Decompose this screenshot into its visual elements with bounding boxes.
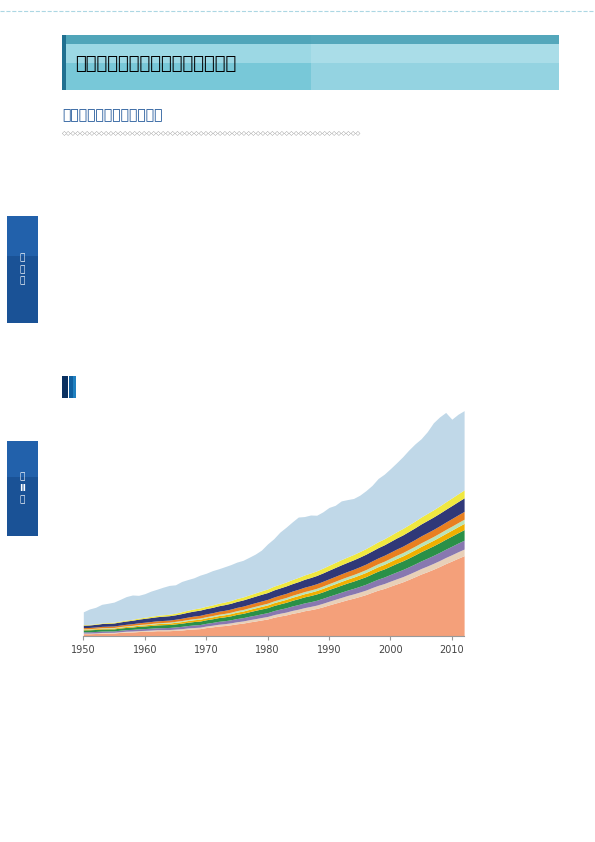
Text: ◇◇◇◇◇◇◇◇◇◇◇◇◇◇◇◇◇◇◇◇◇◇◇◇◇◇◇◇◇◇◇◇◇◇◇◇◇◇◇◇◇◇◇◇◇◇◇◇◇◇◇◇◇◇◇◇◇◇◇◇◇◇◇: ◇◇◇◇◇◇◇◇◇◇◇◇◇◇◇◇◇◇◇◇◇◇◇◇◇◇◇◇◇◇◇◇◇◇◇◇◇◇◇◇…: [62, 131, 362, 136]
Text: 第
Ⅱ
章: 第 Ⅱ 章: [19, 472, 26, 504]
Bar: [7, 441, 38, 536]
Text: 第
１
部: 第 １ 部: [20, 253, 25, 285]
Text: 図Ⅱ－４－１　世界の漁業・養殖業生産量の推移: 図Ⅱ－４－１ 世界の漁業・養殖業生産量の推移: [80, 382, 226, 392]
Text: （１）世界の漁業・養殖業: （１）世界の漁業・養殖業: [62, 109, 163, 122]
Bar: [62, 35, 559, 44]
Bar: [69, 376, 73, 398]
Bar: [7, 441, 38, 477]
Bar: [62, 35, 559, 63]
Bar: [7, 216, 38, 323]
Bar: [62, 376, 68, 398]
Bar: [7, 216, 38, 256]
Bar: [73, 376, 76, 398]
Bar: [311, 35, 559, 90]
Bar: [62, 35, 67, 90]
Text: 第４節　水産業をめぐる国際情勢: 第４節 水産業をめぐる国際情勢: [75, 55, 236, 72]
